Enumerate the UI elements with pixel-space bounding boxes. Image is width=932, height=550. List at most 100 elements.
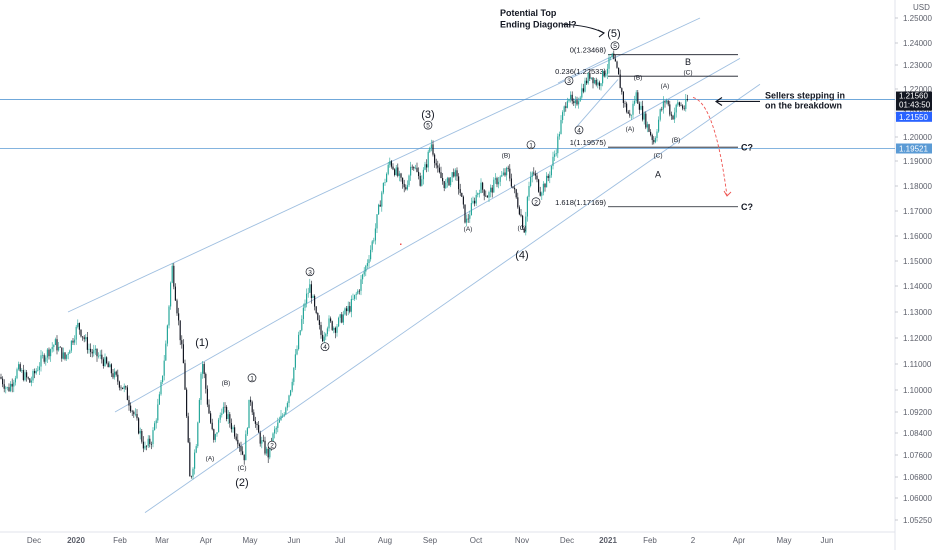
candle-body: [219, 415, 221, 420]
candle-body: [454, 170, 456, 177]
candle-body: [434, 154, 436, 164]
candle-body: [426, 164, 428, 168]
candle-body: [485, 195, 487, 197]
wave-label-11: 5: [426, 123, 430, 130]
projection-arrow-head: [723, 190, 732, 197]
candle-body: [414, 167, 416, 169]
candle-body: [445, 182, 447, 188]
y-tick-label-15: 1.19000: [903, 157, 932, 166]
candle-body: [558, 134, 560, 137]
candle-body: [534, 173, 536, 176]
fib-extension[interactable]: 0(1.23468) 0.236(1.22533) 1(1.19575) 1.618(…: [555, 46, 738, 208]
candle-body: [99, 354, 101, 356]
candle-body: [582, 88, 584, 92]
candle-body: [104, 357, 106, 367]
candle-body: [197, 422, 199, 447]
candle-body: [178, 313, 180, 321]
plot-area: [0, 0, 895, 532]
candle-body: [581, 88, 583, 98]
candle-body: [234, 427, 236, 437]
candle-body: [598, 82, 600, 86]
candle-body: [624, 103, 626, 104]
channel-line-4[interactable]: [574, 79, 619, 129]
candle-body: [62, 352, 64, 359]
candle-body: [138, 418, 140, 434]
candle-body: [448, 178, 450, 186]
candle-body: [520, 214, 522, 216]
channel-line-2[interactable]: [144, 83, 761, 514]
candle-body: [614, 58, 616, 62]
candle-body: [355, 293, 357, 295]
candle-body: [125, 386, 127, 388]
candle-body: [424, 164, 426, 170]
candle-body: [106, 357, 108, 364]
annotation-arrows[interactable]: [562, 23, 760, 106]
candle-body: [501, 175, 503, 177]
channel-line-0[interactable]: [67, 17, 701, 313]
candle-body: [182, 344, 184, 364]
price-axis[interactable]: 1.05250 1.06000 1.06800 1.07600 1.08400 1.092…: [895, 3, 932, 525]
candle-body: [373, 240, 375, 242]
bid-price-badge: [896, 111, 932, 122]
candle-body: [613, 53, 615, 59]
x-tick-label-14: Feb: [643, 536, 657, 545]
candle-body: [453, 172, 455, 177]
candle-body: [128, 400, 130, 406]
candle-body: [221, 413, 223, 416]
candle-body: [150, 443, 152, 445]
candle-body: [515, 189, 517, 198]
annotation-4: C?: [741, 142, 753, 152]
candle-body: [602, 70, 604, 84]
candle-body: [317, 312, 319, 320]
candle-body: [574, 100, 576, 104]
candle-body: [59, 346, 61, 348]
candle-body: [560, 120, 562, 135]
candle-body: [242, 451, 244, 455]
candle-body: [640, 105, 642, 110]
time-axis[interactable]: Dec 2020 Feb Mar Apr May Jun Jul Aug Sep Oct Nov Dec…: [27, 536, 834, 545]
candle-body: [112, 373, 114, 378]
candle-body: [278, 420, 280, 423]
candle-body: [200, 373, 202, 400]
wave-label-3: (4): [515, 250, 528, 262]
x-tick-label-13: 2021: [599, 536, 617, 545]
candle-body: [293, 367, 295, 382]
candle-body: [656, 131, 658, 139]
wave-label-13: 2: [534, 199, 538, 206]
candle-body: [6, 387, 8, 388]
candle-body: [389, 161, 391, 165]
candle-body: [498, 181, 500, 185]
projection[interactable]: [692, 96, 732, 197]
channel-line-1[interactable]: [114, 58, 741, 413]
candle-body: [26, 372, 28, 378]
y-tick-label-13: 1.17000: [903, 207, 932, 216]
candle-body: [590, 77, 592, 79]
candle-body: [264, 440, 266, 454]
wave-label-28: (C): [683, 70, 692, 77]
candle-body: [93, 350, 95, 354]
candle-body: [413, 167, 415, 169]
candle-body: [680, 105, 682, 107]
projection-path[interactable]: [692, 96, 728, 197]
candle-body: [662, 101, 664, 110]
wave-label-10: 4: [323, 344, 327, 351]
candle-body: [168, 306, 170, 326]
candle-body: [594, 79, 596, 84]
candle-body: [643, 113, 645, 120]
wave-label-6: B: [685, 57, 691, 67]
candle-body: [674, 112, 676, 120]
candle-body: [586, 80, 588, 84]
wave-labels: (1) (2) (3) (4) (5) A B 1 2 3 4 5 1 2 3 4 5 (B) (A) (C) (B) (…: [195, 28, 692, 489]
candle-body: [365, 265, 367, 272]
y-tick-label-3: 1.07600: [903, 451, 932, 460]
candle-body: [645, 113, 647, 128]
y-tick-label-19: 1.23000: [903, 61, 932, 70]
candle-body: [211, 422, 213, 430]
y-tick-label-8: 1.12000: [903, 334, 932, 343]
candle-body: [323, 336, 325, 342]
candle-body: [386, 173, 388, 183]
candle-body: [24, 372, 26, 380]
candle-body: [250, 399, 252, 403]
candle-body: [267, 448, 269, 458]
